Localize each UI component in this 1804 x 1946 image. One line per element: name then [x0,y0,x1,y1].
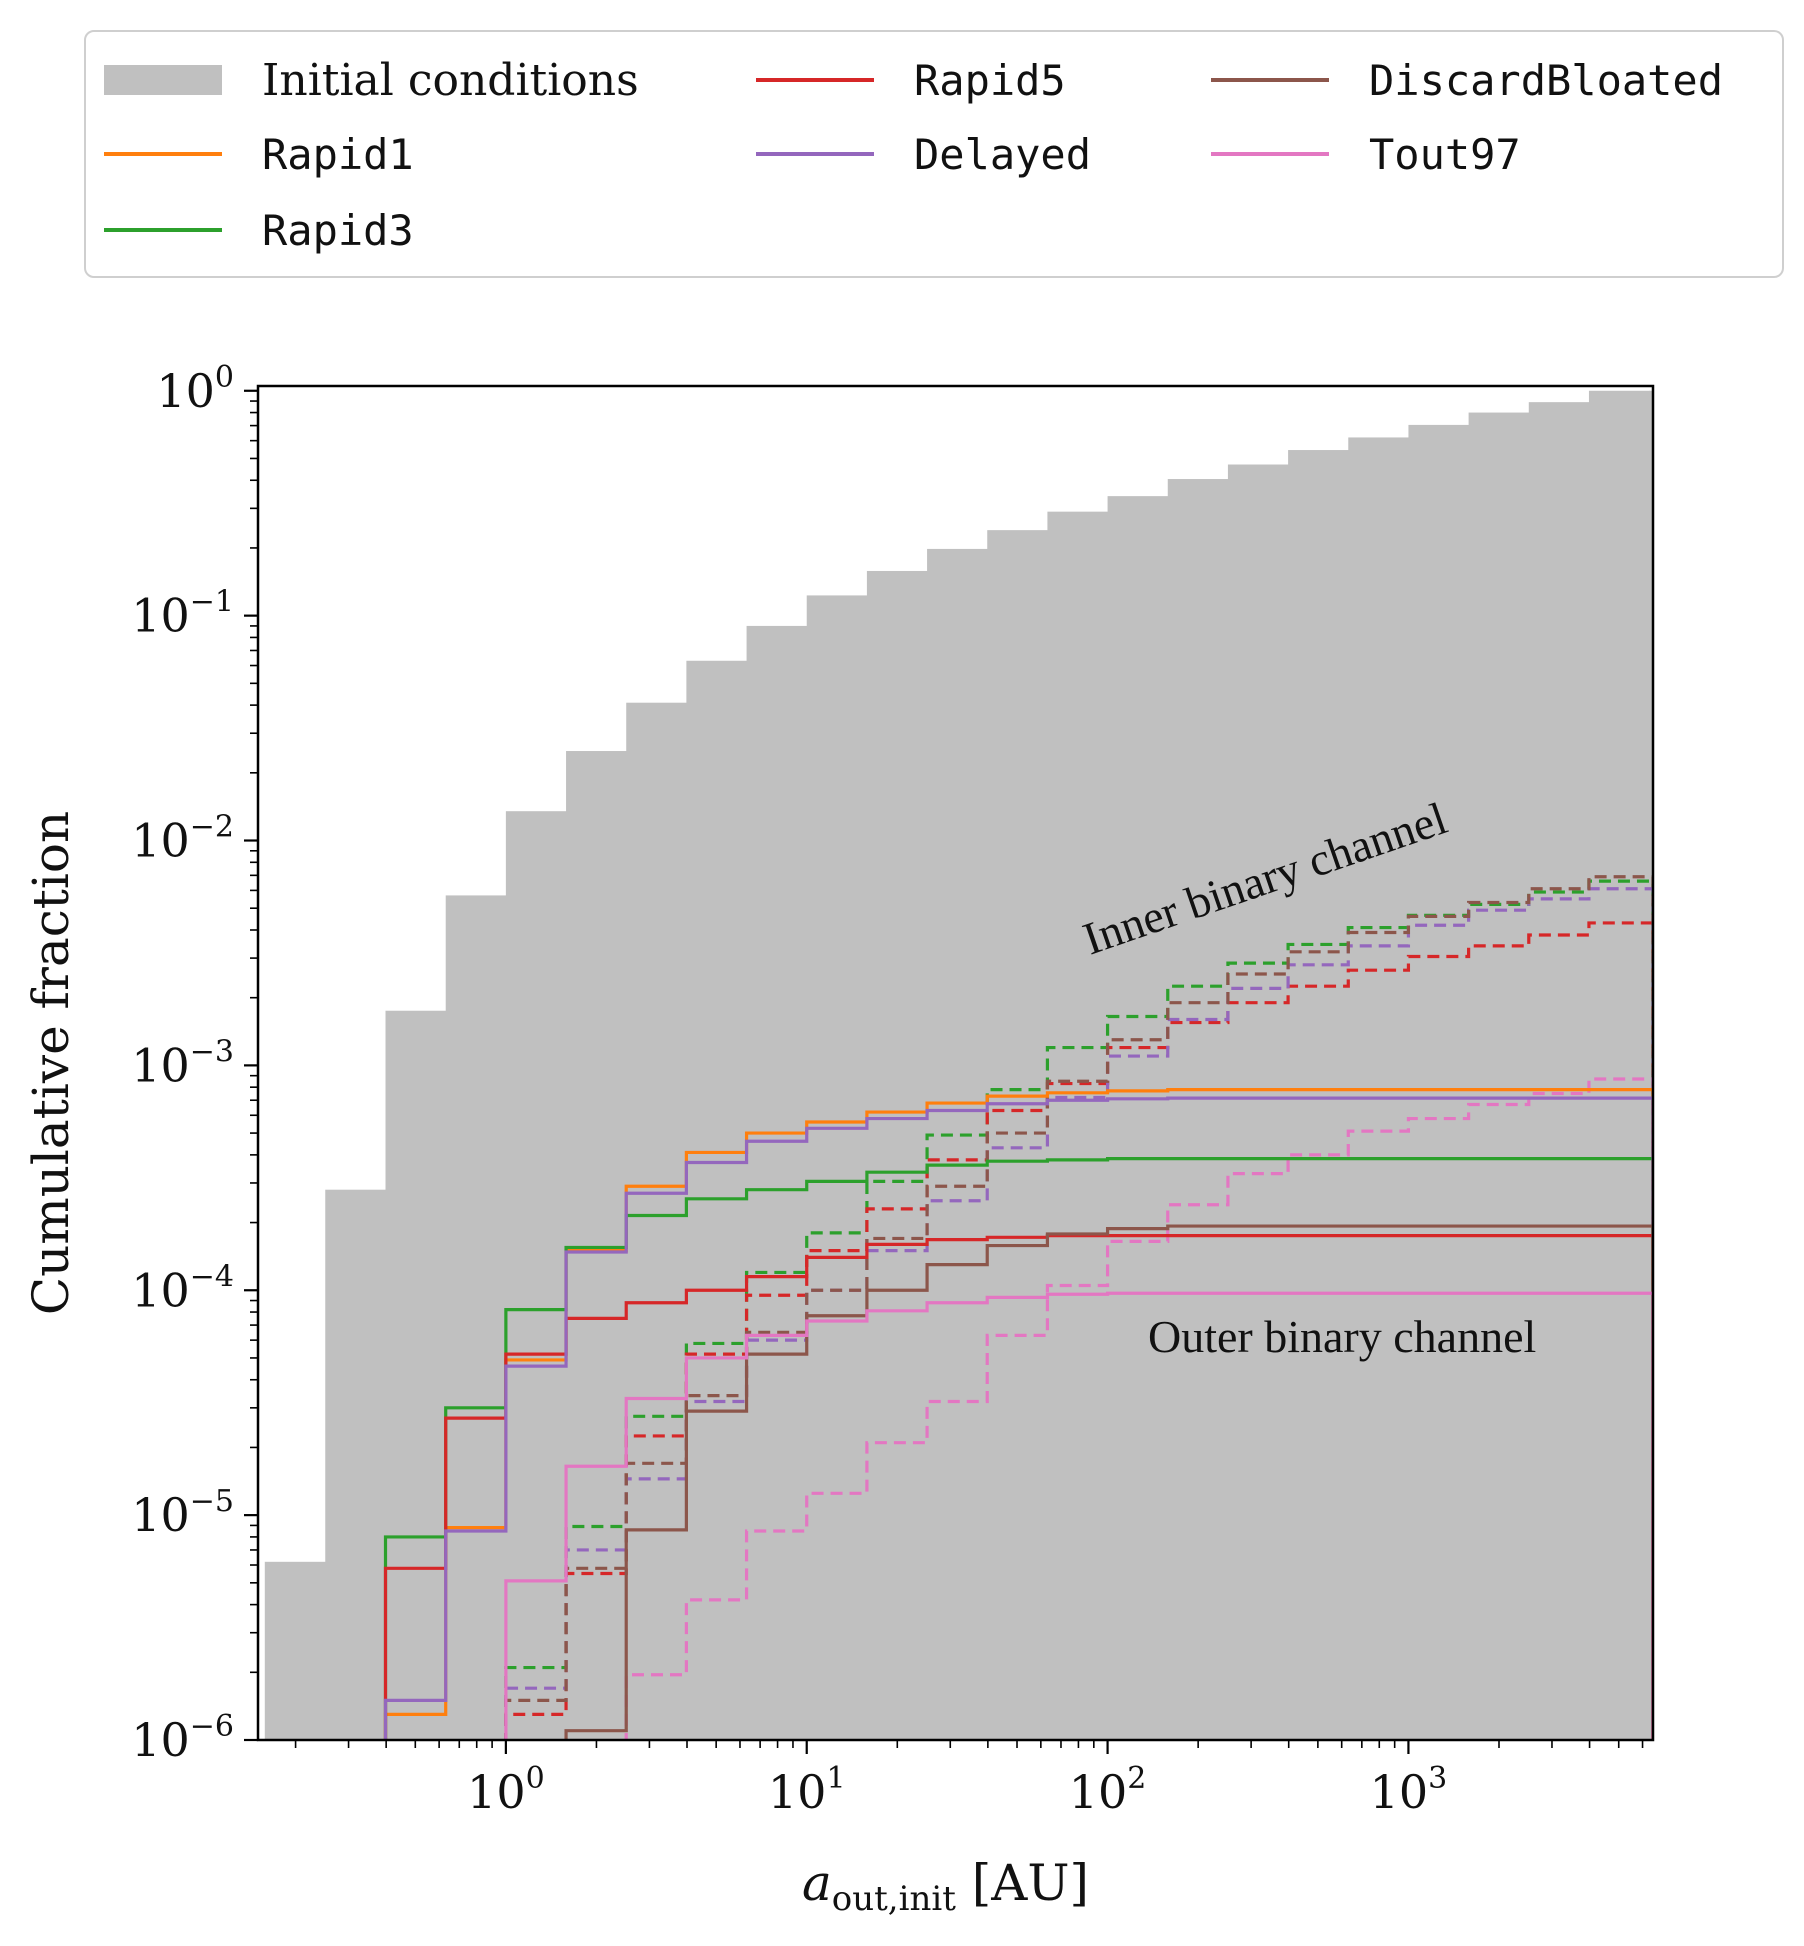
legend-item-delayed: Delayed [756,130,1091,179]
y-tick-label: 10−6 [131,1709,234,1767]
legend-label: Rapid1 [262,129,414,179]
x-tick-label: 103 [1370,1761,1448,1819]
plot-clipped-group [264,390,1653,1740]
legend-swatch-initial-conditions [104,65,222,95]
initial-conditions-bar [806,595,868,1740]
series-tout97-inner-line [624,1077,1653,1740]
initial-conditions-bar [1227,464,1289,1740]
y-tick-label: 100 [156,360,234,418]
legend-item-initial-conditions: Initial conditions [104,55,639,106]
legend-item-tout97: Tout97 [1211,130,1521,179]
series-tout97-outer-line [504,1291,1653,1740]
legend-swatch-rapid3 [104,228,222,232]
legend-swatch-discardbloated [1211,78,1329,82]
legend-item-rapid1: Rapid1 [104,130,414,179]
legend-swatch-rapid5 [756,78,874,82]
y-tick-label: 10−4 [131,1259,234,1317]
series-rapid5-outer-line [383,1234,1653,1740]
series-delayed-outer-line [383,1096,1653,1740]
initial-conditions-bar [1107,496,1169,1740]
legend-label: Initial conditions [262,54,639,106]
initial-conditions-bar [1167,479,1229,1740]
initial-conditions-bar [264,1561,326,1740]
legend-item-rapid3: Rapid3 [104,206,414,255]
initial-conditions-bar [505,811,567,1740]
initial-conditions-bar [626,702,687,1740]
x-tick-label: 101 [768,1761,846,1819]
initial-conditions-bar [325,1189,387,1740]
series-discardbloated-inner-line [504,875,1653,1740]
legend-label: Tout97 [1369,129,1521,179]
legend-label: Rapid5 [914,55,1066,105]
legend-label: Delayed [914,129,1092,179]
initial-conditions-bar [1408,424,1470,1740]
initial-conditions-bar [866,570,928,1740]
y-tick-label: 10−3 [131,1034,234,1092]
x-tick-label: 100 [467,1761,545,1819]
y-tick-label: 10−5 [131,1484,234,1542]
initial-conditions-bar [987,530,1049,1740]
initial-conditions-bar [1528,402,1590,1740]
legend: Initial conditions Rapid1 Rapid3 Rapid5 … [84,30,1784,278]
series-discardbloated-outer-line [564,1224,1653,1740]
x-tick-label: 102 [1069,1761,1147,1819]
legend-item-rapid5: Rapid5 [756,56,1066,105]
plot-frame [256,384,1655,1742]
legend-swatch-delayed [756,152,874,156]
y-tick-label: 10−1 [131,585,234,643]
legend-swatch-tout97 [1211,152,1329,156]
initial-conditions-bar [385,1010,447,1740]
initial-conditions-bar [746,625,808,1740]
legend-label: DiscardBloated [1369,55,1724,105]
x-axis-label: aout,init [AU] [802,1854,1089,1919]
initial-conditions-bar [1649,390,1653,1740]
y-axis-label: Cumulative fraction [22,811,80,1315]
axes: 100 101 102 103 10−6 10−5 10−4 10−3 10−2 10−1 100 [131,360,1655,1819]
plot-area [264,390,1653,1740]
initial-conditions-bar [566,751,627,1740]
initial-conditions-bar [927,548,988,1740]
legend-swatch-rapid1 [104,152,222,156]
legend-item-discardbloated: DiscardBloated [1211,56,1723,105]
initial-conditions-bar [1588,390,1650,1740]
initial-conditions-bar [1468,412,1530,1740]
initial-conditions-bar [1288,450,1349,1740]
annotation-outer-channel: Outer binary channel [1148,1311,1536,1362]
legend-label: Rapid3 [262,205,414,255]
y-tick-label: 10−2 [131,810,234,868]
initial-conditions-bar [445,895,507,1740]
initial-conditions-bar [1047,511,1109,1740]
